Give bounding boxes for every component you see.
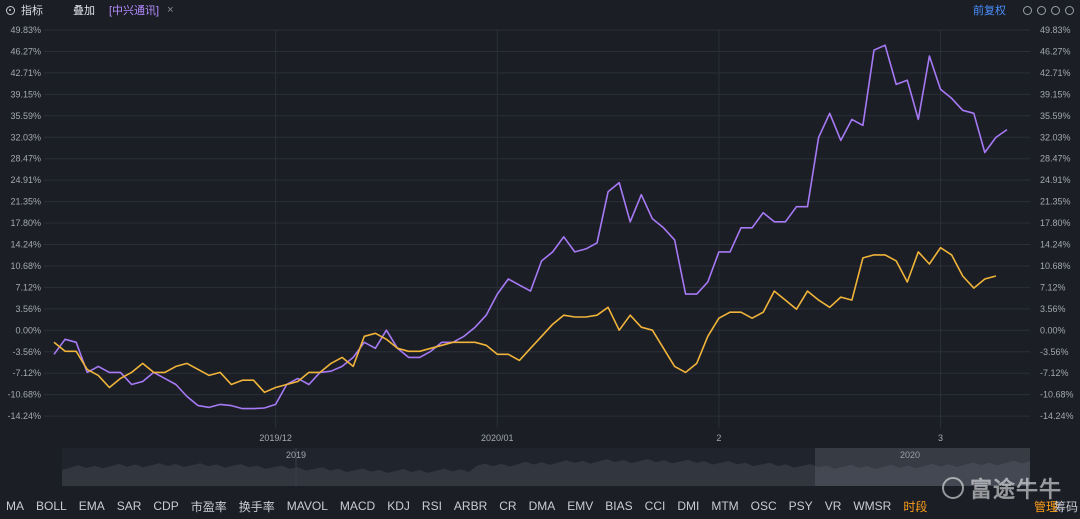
manage-button[interactable]: 管理 (1033, 499, 1058, 514)
y-tick-right: 42.71% (1040, 68, 1071, 78)
adjust-button[interactable]: 前复权 (973, 5, 1006, 17)
y-tick-left: -7.12% (12, 368, 41, 378)
overlay-tag: [中兴通讯] (109, 5, 160, 17)
indicator-label: 指标 (21, 5, 43, 17)
y-tick-left: 0.00% (15, 325, 41, 335)
indicator-tab[interactable]: 时段 (903, 499, 928, 514)
watermark: 富途牛牛 (941, 472, 1062, 504)
y-tick-left: 17.80% (10, 218, 41, 228)
futu-logo-icon (941, 477, 964, 499)
x-tick: 2019/12 (259, 433, 292, 443)
indicator-tab[interactable]: ARBR (453, 499, 488, 513)
indicator-tab[interactable]: CDP (153, 499, 179, 513)
y-tick-left: -10.68% (7, 390, 41, 400)
y-tick-left: 35.59% (10, 111, 41, 121)
y-tick-right: 35.59% (1040, 111, 1071, 121)
top-toolbar: 指标 叠加 [中兴通讯] × 前复权 (0, 0, 1080, 20)
indicator-tab[interactable]: RSI (421, 499, 442, 513)
indicator-icon (6, 5, 15, 15)
navigator-label: 2020 (900, 450, 920, 460)
navigator-label: 2019 (286, 450, 306, 460)
indicator-tab[interactable]: DMA (528, 499, 556, 513)
y-tick-right: 14.24% (1040, 240, 1071, 250)
x-tick: 2020/01 (481, 433, 514, 443)
y-tick-left: -3.56% (12, 347, 41, 357)
y-axis-right: 49.83% 46.27% 42.71% 39.15% 35.59% 32.03% 28.4… (1040, 25, 1074, 421)
y-tick-right: 28.47% (1040, 154, 1071, 164)
overlay-button[interactable]: 叠加 (73, 5, 95, 17)
y-tick-left: 46.27% (10, 46, 41, 56)
undo-icon[interactable] (1023, 5, 1032, 15)
indicator-tab[interactable]: MAVOL (286, 499, 328, 513)
y-tick-left: 14.24% (10, 240, 41, 250)
indicator-tab[interactable]: EMA (78, 499, 105, 513)
chart-grid (44, 29, 1030, 428)
y-tick-right: 0.00% (1040, 325, 1066, 335)
indicator-tab[interactable]: 换手率 (238, 499, 275, 514)
y-tick-right: 17.80% (1040, 218, 1071, 228)
y-tick-left: 28.47% (10, 154, 41, 164)
y-tick-left: 24.91% (10, 175, 41, 185)
y-tick-right: -14.24% (1040, 411, 1074, 421)
zoom-out-icon[interactable] (1037, 5, 1046, 15)
indicator-tab[interactable]: DMI (677, 499, 700, 513)
indicator-tab[interactable]: MACD (339, 499, 376, 513)
y-tick-left: -14.24% (7, 411, 41, 421)
series-lines (53, 44, 1008, 410)
x-tick: 3 (938, 433, 943, 443)
watermark-text: 富途牛牛 (969, 477, 1062, 502)
y-tick-left: 49.83% (10, 25, 41, 35)
y-tick-left: 32.03% (10, 132, 41, 142)
series-line-main (53, 246, 997, 394)
indicator-tab[interactable]: MTM (711, 499, 739, 513)
range-navigator[interactable]: 2019 2020 (62, 448, 1030, 486)
y-tick-right: 10.68% (1040, 261, 1071, 271)
indicator-bar: MA BOLL EMA SAR CDP 市盈率 换手率 MAVOL MACD KDJ RSI ARBR… (0, 493, 1080, 519)
settings-icon[interactable] (1065, 5, 1074, 15)
y-tick-left: 21.35% (10, 197, 41, 207)
y-axis-left: 49.83% 46.27% 42.71% 39.15% 35.59% 32.03% 28.4… (7, 25, 41, 421)
y-tick-left: 39.15% (10, 89, 41, 99)
indicator-tab[interactable]: VR (824, 499, 842, 513)
y-tick-right: 46.27% (1040, 46, 1071, 56)
indicator-tab[interactable]: SAR (116, 499, 142, 513)
indicator-tab[interactable]: CCI (644, 499, 666, 513)
chip-button[interactable]: 筹码 (1053, 499, 1078, 514)
x-tick: 2 (716, 433, 721, 443)
y-tick-right: 21.35% (1040, 197, 1071, 207)
y-tick-right: -3.56% (1040, 347, 1069, 357)
y-tick-left: 7.12% (15, 282, 41, 292)
comparison-line-chart[interactable]: 49.83% 46.27% 42.71% 39.15% 35.59% 32.03% 28.4… (0, 20, 1080, 448)
y-tick-right: 3.56% (1040, 304, 1066, 314)
navigator-selection[interactable] (815, 448, 1030, 486)
series-line-zte (53, 44, 1008, 410)
x-axis: 2019/12 2020/01 2 3 (259, 433, 943, 443)
navigator-fill (62, 459, 1030, 486)
y-tick-left: 3.56% (15, 304, 41, 314)
indicator-tab[interactable]: 市盈率 (190, 499, 227, 514)
close-icon[interactable]: × (167, 4, 174, 16)
y-tick-right: 49.83% (1040, 25, 1071, 35)
y-tick-right: 24.91% (1040, 175, 1071, 185)
y-tick-right: -10.68% (1040, 390, 1074, 400)
indicator-tab[interactable]: MA (6, 499, 24, 513)
zoom-in-icon[interactable] (1051, 5, 1060, 15)
y-tick-right: -7.12% (1040, 368, 1069, 378)
indicator-menu[interactable]: 指标 (6, 2, 43, 18)
indicator-tab[interactable]: BIAS (605, 499, 633, 513)
indicator-tab[interactable]: PSY (788, 499, 813, 513)
indicator-tab[interactable]: WMSR (853, 499, 892, 513)
indicator-tab[interactable]: EMV (567, 499, 594, 513)
navigator-area: 2019 2020 (62, 448, 1030, 486)
y-tick-right: 7.12% (1040, 282, 1066, 292)
indicator-tab[interactable]: BOLL (36, 499, 67, 513)
y-tick-left: 10.68% (10, 261, 41, 271)
y-tick-left: 42.71% (10, 68, 41, 78)
indicator-tab[interactable]: CR (499, 499, 517, 513)
indicator-tab[interactable]: KDJ (387, 499, 410, 513)
y-tick-right: 32.03% (1040, 132, 1071, 142)
y-tick-right: 39.15% (1040, 89, 1071, 99)
indicator-tab[interactable]: OSC (750, 499, 777, 513)
